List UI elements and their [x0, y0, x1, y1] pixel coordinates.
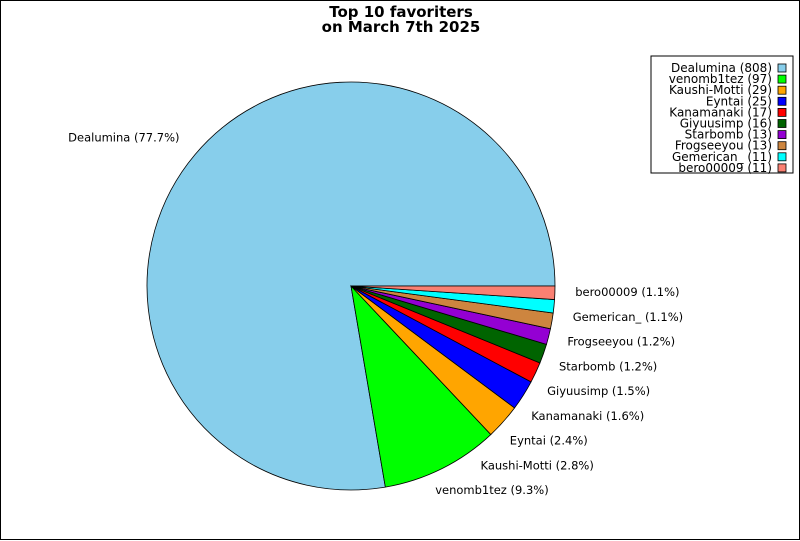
pie-label-venomb1tez: venomb1tez (9.3%) — [435, 483, 549, 497]
legend-swatch-kanamanaki — [777, 108, 787, 117]
pie-label-bero00009: bero00009 (1.1%) — [575, 285, 679, 299]
legend-swatch-kaushi-motti — [777, 85, 787, 95]
legend-label-bero00009: bero00009 (11) — [678, 161, 772, 175]
legend-swatch-eyntai — [777, 96, 787, 106]
chart-title-line-1: Top 10 favoriters — [329, 3, 473, 21]
legend-swatch-dealumina — [777, 63, 787, 73]
legend-label-frogseeyou: Frogseeyou (13) — [675, 139, 772, 153]
legend: Dealumina (808)venomb1tez (97)Kaushi-Mot… — [650, 55, 794, 175]
pie-label-giyuusimp: Giyuusimp (1.5%) — [547, 384, 650, 398]
legend-label-kanamanaki: Kanamanaki (17) — [669, 105, 772, 119]
pie-label-kaushi-motti: Kaushi-Motti (2.8%) — [481, 458, 594, 472]
legend-box — [650, 55, 794, 174]
pie-label-dealumina: Dealumina (77.7%) — [68, 130, 179, 144]
legend-label-gemerican: Gemerican_ (11) — [672, 150, 772, 164]
chart-title-line-2: on March 7th 2025 — [322, 18, 481, 36]
legend-swatch-starbomb — [777, 130, 787, 140]
legend-label-eyntai: Eyntai (25) — [706, 94, 772, 108]
pie-label-frogseeyou: Frogseeyou (1.2%) — [567, 335, 675, 349]
pie-label-kanamanaki: Kanamanaki (1.6%) — [531, 409, 644, 423]
legend-swatch-venomb1tez — [777, 74, 787, 84]
legend-label-venomb1tez: venomb1tez (97) — [669, 72, 772, 86]
legend-label-starbomb: Starbomb (13) — [685, 128, 772, 142]
pie-slice-venomb1tez — [350, 284, 492, 488]
legend-swatch-frogseeyou — [777, 141, 787, 151]
pie-label-gemerican: Gemerican_ (1.1%) — [573, 310, 683, 324]
pie-label-eyntai: Eyntai (2.4%) — [510, 434, 588, 448]
legend-swatch-gemerican — [777, 152, 787, 162]
legend-label-dealumina: Dealumina (808) — [671, 61, 772, 75]
legend-label-kaushi-motti: Kaushi-Motti (29) — [669, 83, 772, 97]
pie-slice-labels: Dealumina (77.7%) venomb1tez (9.3%) Kaushi… — [68, 130, 683, 497]
pie-slice-bero00009 — [350, 285, 556, 300]
legend-label-giyuusimp: Giyuusimp (16) — [680, 117, 772, 131]
legend-swatch-giyuusimp — [777, 119, 787, 128]
pie-slices — [146, 81, 556, 491]
pie-label-starbomb: Starbomb (1.2%) — [559, 359, 657, 373]
legend-swatch-bero00009 — [777, 163, 787, 173]
